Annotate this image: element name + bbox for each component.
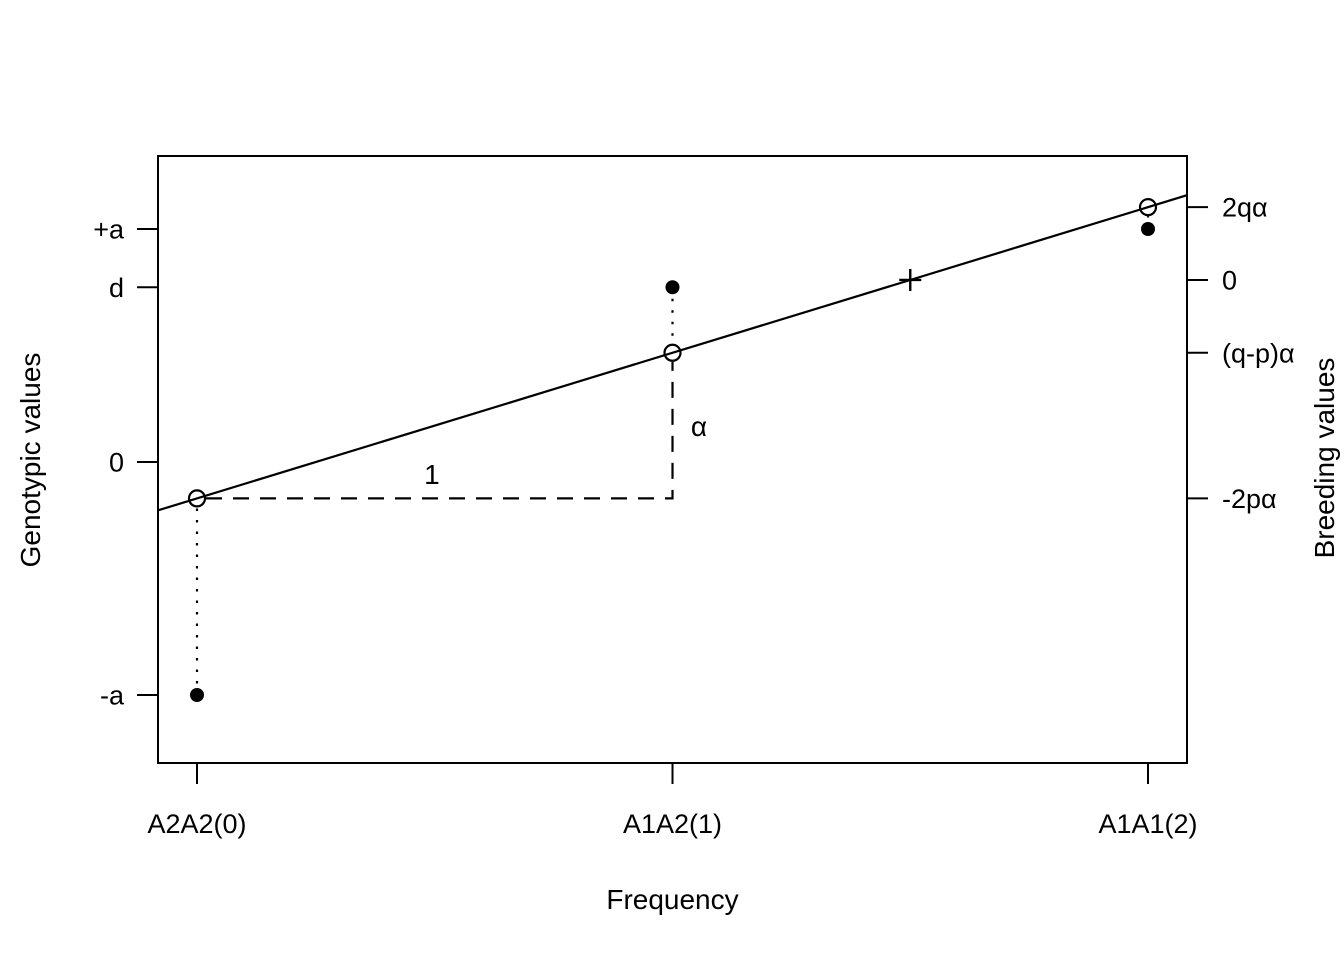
plot-frame xyxy=(157,155,1188,764)
slope-run-label: 1 xyxy=(424,459,440,490)
genotypic-value-marker xyxy=(189,688,204,703)
y-axis-left-tick-label: d xyxy=(109,273,124,303)
y-axis-left-tick-label: -a xyxy=(100,681,125,711)
breeding-value-marker xyxy=(187,489,207,508)
x-axis-title: Frequency xyxy=(606,884,738,915)
slope-triangle-guide xyxy=(205,361,674,500)
breeding-value-marker xyxy=(1138,198,1158,217)
slope-rise-label: α xyxy=(691,411,707,442)
y-axis-right-tick-label: 0 xyxy=(1222,265,1237,295)
regression-line xyxy=(157,194,1188,512)
genotypic-value-marker xyxy=(665,280,680,295)
y-axis-left-tick-label: +a xyxy=(93,215,125,245)
x-axis-tick-label: A1A1(2) xyxy=(1098,809,1197,839)
y-axis-left-tick-label: 0 xyxy=(109,448,124,478)
y-axis-right-title: Breeding values xyxy=(1309,358,1340,559)
y-axis-left-title: Genotypic values xyxy=(15,353,46,568)
y-axis-right-tick-label: 2qα xyxy=(1222,193,1268,223)
x-axis-tick-label: A2A2(0) xyxy=(147,809,246,839)
genotypic-value-marker xyxy=(1141,222,1156,237)
breeding-value-marker xyxy=(663,343,682,362)
y-axis-right-tick-label: -2pα xyxy=(1222,484,1277,514)
x-axis-tick-label: A1A2(1) xyxy=(623,809,722,839)
y-axis-right-tick-label: (q-p)α xyxy=(1222,338,1295,368)
